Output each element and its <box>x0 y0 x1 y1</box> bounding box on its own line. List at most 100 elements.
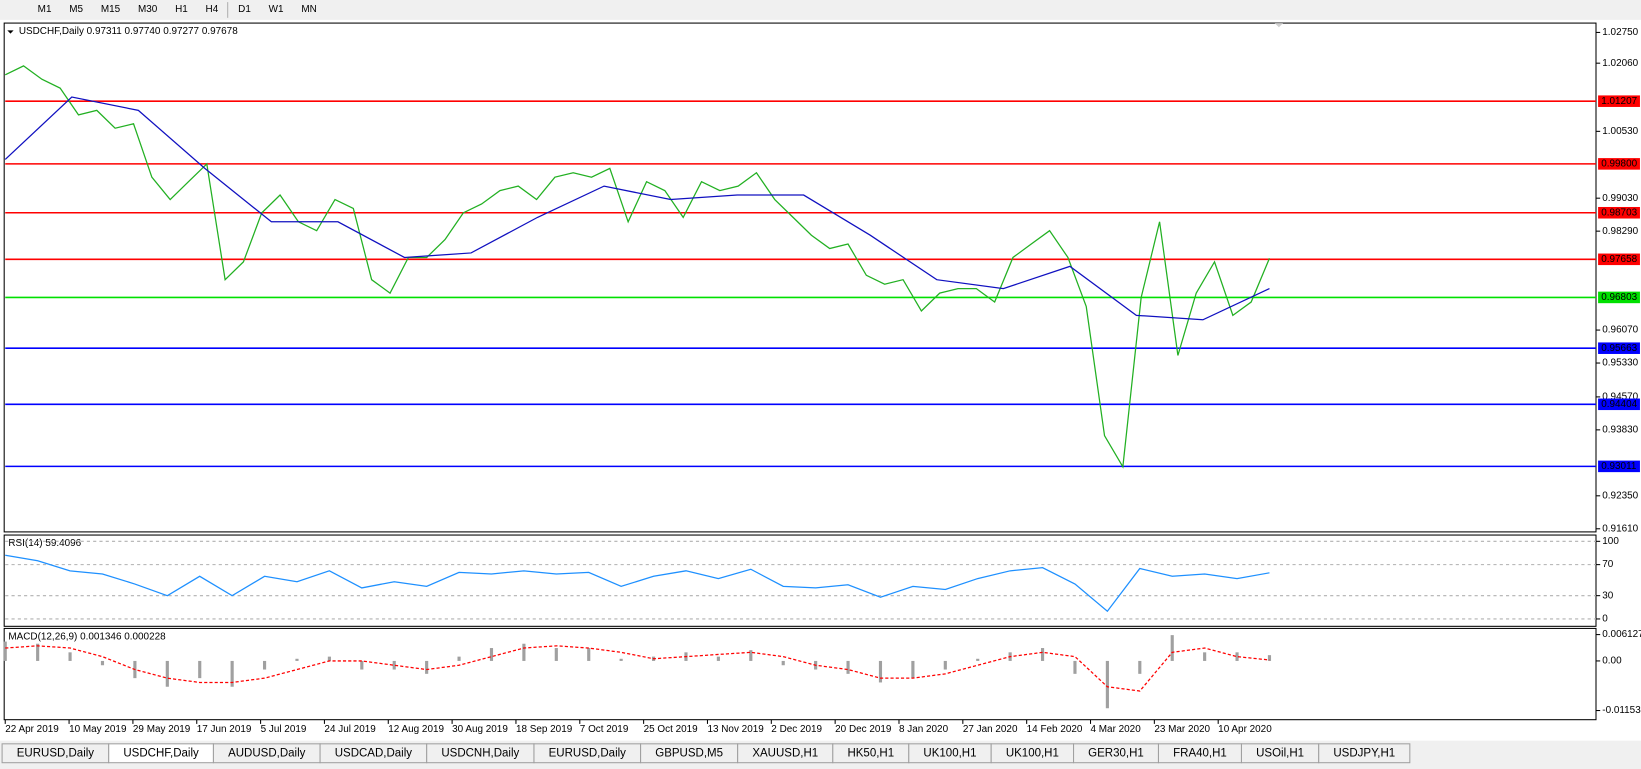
timeframe-button[interactable]: MN <box>301 4 316 15</box>
chart-tab[interactable]: UK100,H1 <box>990 743 1075 764</box>
x-tick-label: 23 Mar 2020 <box>1154 724 1210 735</box>
timeframe-label[interactable]: H4 <box>206 4 219 15</box>
timeframe-label[interactable]: D1 <box>238 4 251 15</box>
level-tag <box>1598 291 1640 304</box>
tab-label[interactable]: USDCAD,Daily <box>335 747 413 759</box>
chart-tab[interactable]: EURUSD,Daily <box>1 743 110 764</box>
x-tick-label: 30 Aug 2019 <box>452 724 508 735</box>
timeframe-button[interactable]: H1 <box>175 4 188 15</box>
timeframe-label[interactable]: H1 <box>175 4 188 15</box>
macd-bar <box>36 643 40 661</box>
tab-box <box>1318 743 1411 764</box>
x-tick-label: 4 Mar 2020 <box>1091 724 1142 735</box>
chart-tab[interactable]: USDCHF,Daily <box>108 743 214 764</box>
x-tick-label: 20 Dec 2019 <box>835 724 892 735</box>
y-tick-label: 100 <box>1602 536 1619 547</box>
timeframe-label[interactable]: M1 <box>38 4 52 15</box>
timeframe-label[interactable]: M30 <box>138 4 158 15</box>
chart-tab[interactable]: GER30,H1 <box>1073 743 1159 764</box>
macd-bar <box>554 648 558 661</box>
tab-label[interactable]: UK100,H1 <box>1006 747 1059 759</box>
level-label: 0.96803 <box>1601 292 1637 303</box>
y-tick-label: 70 <box>1602 559 1614 570</box>
level-tag <box>1598 206 1640 219</box>
y-tick-label: 0 <box>1602 614 1608 625</box>
y-tick-label: 0.98290 <box>1602 226 1638 237</box>
x-tick-label: 12 Aug 2019 <box>388 724 444 735</box>
tab-label[interactable]: HK50,H1 <box>847 747 894 759</box>
tab-label[interactable]: USDCNH,Daily <box>441 747 519 759</box>
timeframe-label[interactable]: M15 <box>101 4 121 15</box>
chart-tab[interactable]: USOil,H1 <box>1240 743 1320 764</box>
macd-bar <box>846 660 850 674</box>
y-tick-label: 1.02060 <box>1602 58 1638 69</box>
chart-tab[interactable]: XAUUSD,H1 <box>737 743 834 764</box>
macd-bar <box>1073 660 1077 674</box>
tab-label[interactable]: USDCHF,Daily <box>123 747 199 759</box>
tab-label[interactable]: USDJPY,H1 <box>1333 747 1395 759</box>
series-line <box>5 645 1270 692</box>
timeframe-button[interactable]: M1 <box>38 4 52 15</box>
timeframe-label[interactable]: W1 <box>269 4 284 15</box>
tab-label[interactable]: FRA40,H1 <box>1173 747 1227 759</box>
level-tag <box>1598 95 1640 107</box>
chart-tab[interactable]: FRA40,H1 <box>1157 743 1242 764</box>
timeframe-button[interactable]: D1 <box>238 4 251 15</box>
macd-bar <box>392 660 396 670</box>
y-tick-label: 0.91610 <box>1602 523 1638 534</box>
timeframe-label[interactable]: MN <box>301 4 316 15</box>
tab-label[interactable]: GER30,H1 <box>1088 747 1144 759</box>
y-tick-label: 0.99030 <box>1602 193 1638 204</box>
y-tick-label: 0.006127 <box>1602 629 1641 640</box>
series-line <box>5 554 1270 613</box>
timeframe-button[interactable]: W1 <box>269 4 284 15</box>
tab-label[interactable]: XAUUSD,H1 <box>752 747 818 759</box>
y-tick-label: 1.00530 <box>1602 126 1638 137</box>
chart-tab[interactable]: HK50,H1 <box>832 743 910 764</box>
timeframe-button[interactable]: M5 <box>69 4 83 15</box>
macd-bar <box>1235 652 1239 661</box>
macd-bar <box>878 660 883 683</box>
level-label: 0.97658 <box>1601 254 1637 265</box>
tab-label[interactable]: USOil,H1 <box>1256 747 1304 759</box>
tab-label[interactable]: UK100,H1 <box>923 747 976 759</box>
y-tick-label: 1.02750 <box>1602 27 1638 38</box>
macd-bar <box>68 652 72 661</box>
y-tick-label: 0.94570 <box>1602 392 1638 403</box>
chart-tab[interactable]: GBPUSD,M5 <box>640 743 739 764</box>
shift-marker <box>1274 23 1284 28</box>
x-tick-label: 13 Nov 2019 <box>707 724 764 735</box>
tab-label[interactable]: EURUSD,Daily <box>17 747 95 759</box>
chart-tab[interactable]: USDCAD,Daily <box>319 743 428 764</box>
x-tick-label: 29 May 2019 <box>133 724 191 735</box>
x-tick-label: 10 Apr 2020 <box>1218 724 1272 735</box>
tab-label[interactable]: AUDUSD,Daily <box>228 747 306 759</box>
timeframe-button[interactable]: H4 <box>206 4 219 15</box>
x-tick-label: 27 Jan 2020 <box>963 724 1018 735</box>
macd-bar <box>781 660 785 666</box>
x-tick-label: 18 Sep 2019 <box>516 724 573 735</box>
macd-bar <box>1105 660 1109 709</box>
tab-label[interactable]: EURUSD,Daily <box>549 747 627 759</box>
tab-label[interactable]: GBPUSD,M5 <box>655 747 723 759</box>
x-tick-label: 2 Dec 2019 <box>771 724 822 735</box>
panel-header: RSI(14) 59.4096 <box>8 538 81 549</box>
price-panel <box>3 22 1597 533</box>
macd-bar <box>262 660 267 670</box>
y-tick-label: -0.011531 <box>1602 705 1641 716</box>
level-label: 0.98703 <box>1601 207 1637 218</box>
chart-tab[interactable]: UK100,H1 <box>908 743 992 764</box>
chart-area <box>0 19 1641 742</box>
header-arrow <box>7 30 14 34</box>
chart-tab[interactable]: EURUSD,Daily <box>533 743 642 764</box>
chart-tab[interactable]: AUDUSD,Daily <box>212 743 321 764</box>
y-tick-label: 0.95330 <box>1602 358 1638 369</box>
timeframe-button[interactable]: M15 <box>101 4 121 15</box>
x-tick-label: 17 Jun 2019 <box>197 724 252 735</box>
chart-tab[interactable]: USDJPY,H1 <box>1318 743 1411 764</box>
timeframe-label[interactable]: M5 <box>69 4 83 15</box>
y-tick-label: 0.93830 <box>1602 424 1638 435</box>
chart-tab[interactable]: USDCNH,Daily <box>426 743 535 764</box>
timeframe-button[interactable]: M30 <box>138 4 158 15</box>
